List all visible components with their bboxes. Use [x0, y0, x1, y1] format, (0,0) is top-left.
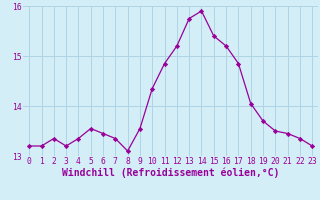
X-axis label: Windchill (Refroidissement éolien,°C): Windchill (Refroidissement éolien,°C)	[62, 168, 279, 178]
